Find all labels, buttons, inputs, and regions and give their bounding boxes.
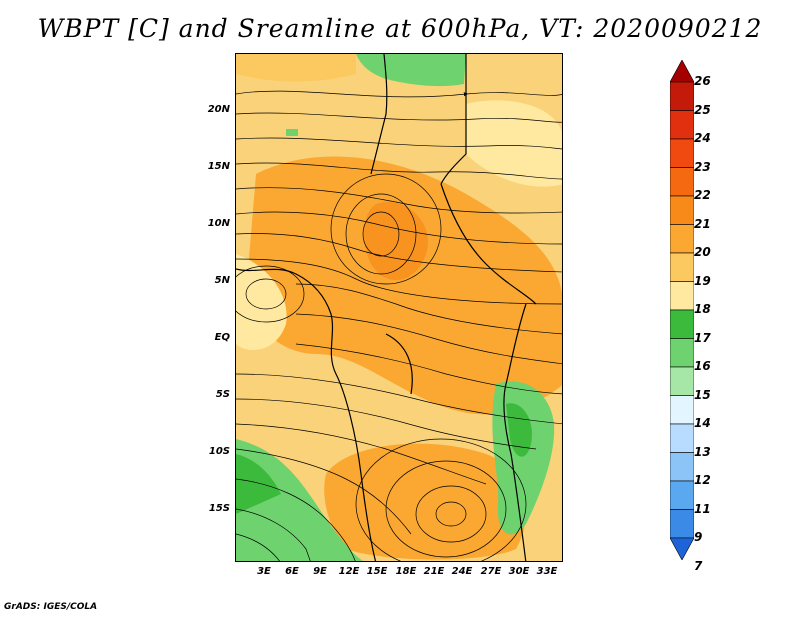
colorbar-segment xyxy=(670,480,694,510)
lat-tick-label: 15S xyxy=(208,503,230,514)
colorbar-label: 16 xyxy=(694,359,711,373)
colorbar-segment xyxy=(670,195,694,225)
colorbar-label: 21 xyxy=(694,216,711,231)
colorbar-segment xyxy=(670,537,694,560)
lon-tick-label: 27E xyxy=(480,566,502,577)
colorbar-label: 13 xyxy=(694,444,711,459)
colorbar-segment xyxy=(670,309,694,339)
colorbar-segment xyxy=(670,110,694,140)
colorbar-segment xyxy=(670,81,694,111)
lon-tick-label: 9E xyxy=(313,566,327,577)
lon-tick-label: 21E xyxy=(423,566,445,577)
lat-tick-label: 10S xyxy=(208,446,230,457)
colorbar-label: 15 xyxy=(694,387,711,402)
cool-patch-northeast xyxy=(466,100,562,187)
chart-title: WBPT [C] and Sreamline at 600hPa, VT: 20… xyxy=(37,14,763,43)
green-east-core xyxy=(506,403,532,457)
lat-tick-label: 20N xyxy=(207,104,230,115)
colorbar-segment xyxy=(670,224,694,254)
colorbar-label: 12 xyxy=(694,473,711,487)
colorbar-label: 20 xyxy=(694,245,711,259)
colorbar-label: 7 xyxy=(694,558,703,573)
colorbar-label: 22 xyxy=(694,188,711,202)
green-speck xyxy=(286,129,298,136)
colorbar-segment xyxy=(670,395,694,425)
colorbar-segment xyxy=(670,338,694,368)
lon-tick-label: 3E xyxy=(257,566,271,577)
colorbar-label: 14 xyxy=(694,416,711,430)
map-panel xyxy=(235,53,563,562)
colorbar xyxy=(670,60,694,560)
hot-core xyxy=(364,202,428,281)
lon-tick-label: 30E xyxy=(508,566,530,577)
colorbar-label: 19 xyxy=(694,273,711,288)
green-southwest-core xyxy=(236,454,281,514)
colorbar-label: 17 xyxy=(694,330,711,345)
cool-patch-west xyxy=(236,254,287,350)
lat-tick-label: 15N xyxy=(207,161,230,172)
colorbar-label: 9 xyxy=(694,530,703,544)
colorbar-segment xyxy=(670,138,694,168)
footer-credit: GrADS: IGES/COLA xyxy=(4,602,98,612)
colorbar-segment xyxy=(670,167,694,197)
lat-tick-label: 5S xyxy=(215,389,230,400)
lat-tick-label: 5N xyxy=(214,275,230,286)
north-band xyxy=(236,54,356,82)
lon-tick-label: 33E xyxy=(536,566,558,577)
lon-tick-label: 15E xyxy=(366,566,388,577)
wbpt-field-and-streamlines xyxy=(236,54,562,561)
streamlines xyxy=(236,90,562,561)
colorbar-segment xyxy=(670,452,694,482)
colorbar-segment xyxy=(670,281,694,311)
colorbar-label: 23 xyxy=(694,159,711,174)
warm-region-south xyxy=(324,443,526,560)
lat-tick-label: EQ xyxy=(214,332,230,343)
lon-tick-label: 6E xyxy=(285,566,299,577)
colorbar-segment xyxy=(670,509,694,539)
green-southwest xyxy=(236,439,364,561)
lon-tick-label: 18E xyxy=(395,566,417,577)
colorbar-segment xyxy=(670,366,694,396)
lat-tick-label: 10N xyxy=(207,218,230,229)
lon-tick-label: 24E xyxy=(451,566,473,577)
warm-region-north xyxy=(246,156,562,415)
colorbar-label: 18 xyxy=(694,302,711,316)
colorbar-label: 26 xyxy=(694,74,711,88)
colorbar-segment xyxy=(670,252,694,282)
colorbar-label: 11 xyxy=(694,501,711,516)
colorbar-label: 24 xyxy=(694,131,711,145)
colorbar-label: 25 xyxy=(694,102,711,117)
lon-tick-label: 12E xyxy=(338,566,360,577)
colorbar-segment xyxy=(670,423,694,453)
colorbar-segment xyxy=(670,60,694,83)
coastlines xyxy=(236,54,537,561)
green-north xyxy=(356,54,466,87)
